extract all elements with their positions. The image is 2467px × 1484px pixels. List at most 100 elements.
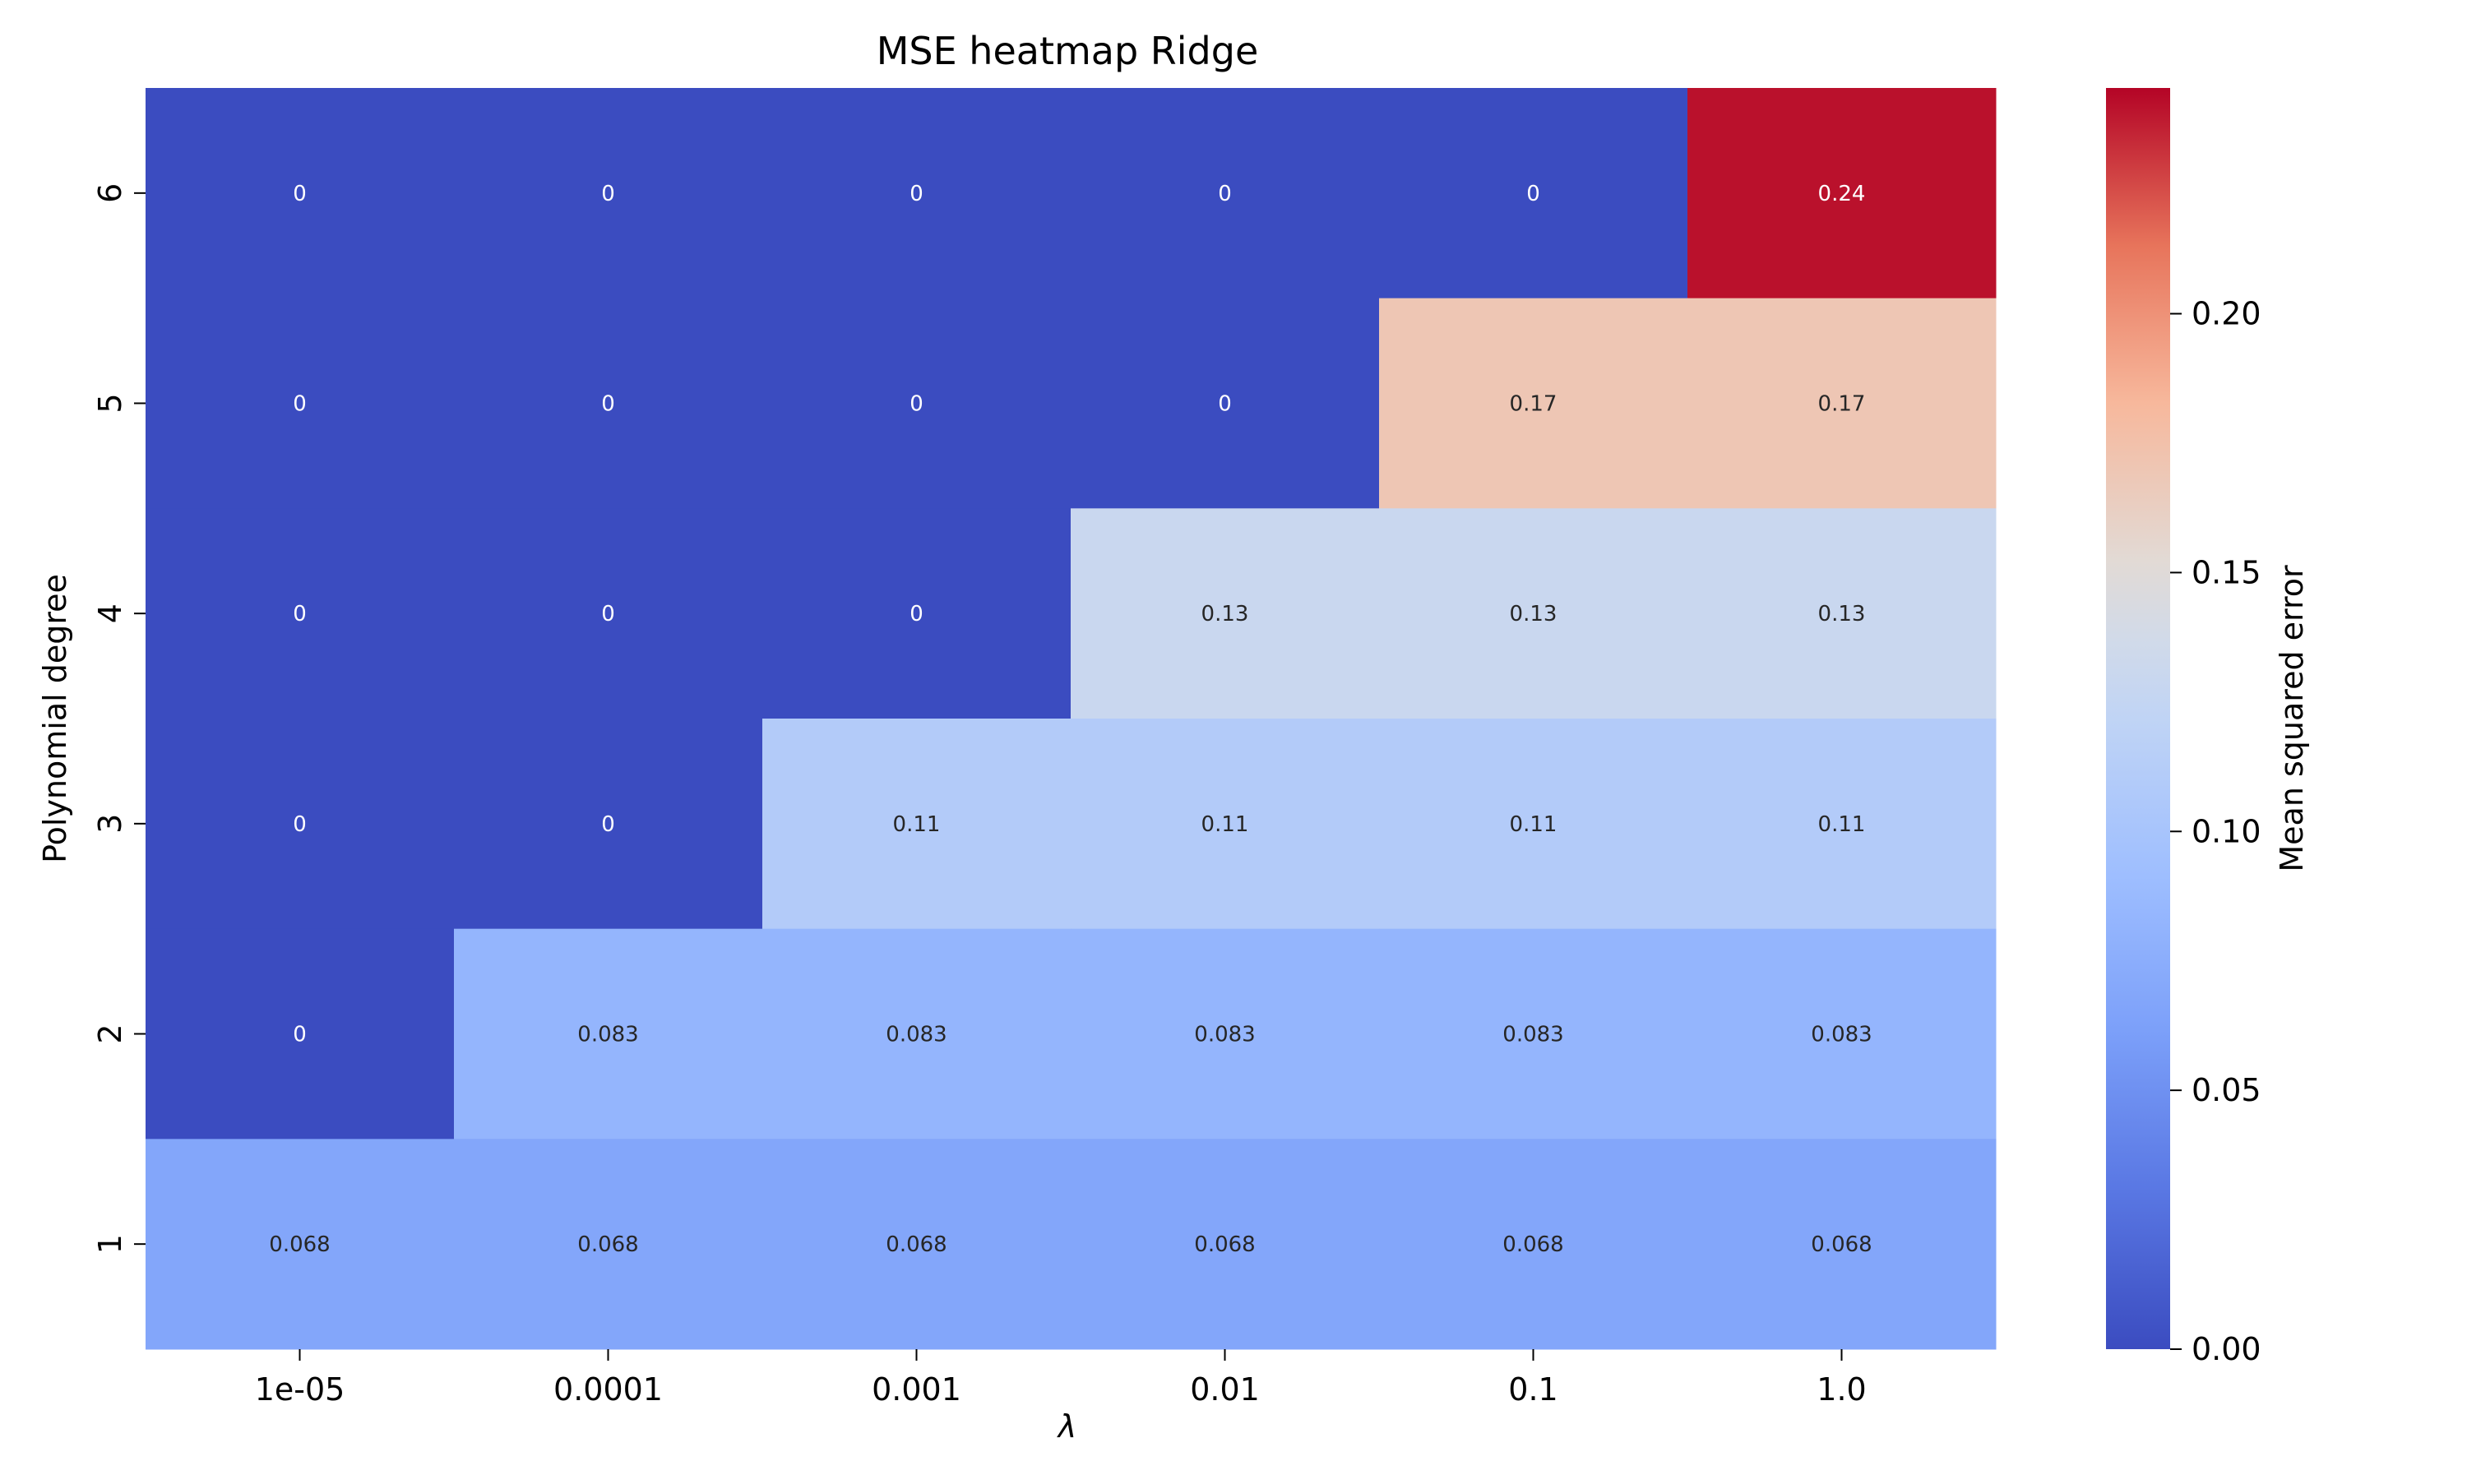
heatmap-cell-r3-c2 [762,719,1072,930]
cell-label-r0-c0: 0 [293,182,307,206]
colorbar-label: Mean squared error [2274,565,2310,872]
heatmap-cell-r0-c0 [146,88,455,299]
cell-label-r4-c1: 0.083 [577,1023,638,1047]
heatmap-cell-r2-c1 [454,508,763,719]
cell-label-r0-c2: 0 [910,182,923,206]
cell-label-r1-c3: 0 [1218,392,1232,417]
heatmap-cell-r2-c5 [1687,508,1997,719]
x-axis: 1e-05 0.0001 0.001 0.01 0.1 1.0 [255,1349,1867,1408]
heatmap-cell-r4-c4 [1379,928,1688,1140]
x-tick-label-1: 0.0001 [553,1371,663,1408]
heatmap-cell-r5-c2 [762,1139,1072,1350]
cell-label-r1-c1: 0 [601,392,615,417]
x-tick-label-4: 0.1 [1508,1371,1557,1408]
x-tick-label-2: 0.001 [872,1371,961,1408]
cell-label-r0-c5: 0.24 [1818,182,1866,206]
y-tick-label-4: 2 [92,1024,128,1043]
heatmap-cell-r5-c1 [454,1139,763,1350]
y-tick-label-5: 1 [92,1234,128,1254]
chart-title: MSE heatmap Ridge [877,29,1259,73]
heatmap-cell-labels: 0 0 0 0 0 0.24 0 0 0 0 0.17 0.17 0 0 0 0.13 0.13 0.13 0 0 0.… [269,182,1872,1257]
x-tick-label-0: 1e-05 [255,1371,345,1408]
heatmap-cell-r4-c0 [146,928,455,1140]
cell-label-r2-c2: 0 [910,602,923,626]
y-tick-label-1: 5 [92,393,128,413]
heatmap-cell-r1-c1 [454,298,763,509]
x-axis-label: λ [1057,1408,1077,1445]
cell-label-r3-c2: 0.11 [893,812,941,837]
x-tick-label-3: 0.01 [1190,1371,1260,1408]
colorbar-tick-label-1: 0.05 [2192,1072,2261,1108]
heatmap-cell-r2-c3 [1071,508,1380,719]
cell-label-r1-c0: 0 [293,392,307,417]
x-tick-label-5: 1.0 [1817,1371,1866,1408]
heatmap-cell-r5-c0 [146,1139,455,1350]
cell-label-r0-c4: 0 [1526,182,1540,206]
y-axis: 6 5 4 3 2 1 [92,183,146,1254]
y-axis-label: Polynomial degree [37,574,73,863]
colorbar: 0.00 0.05 0.10 0.15 0.20 [2106,88,2261,1367]
heatmap-cell-r3-c4 [1379,719,1688,930]
heatmap-cell-r1-c4 [1379,298,1688,509]
heatmap-cell-r0-c1 [454,88,763,299]
cell-label-r2-c1: 0 [601,602,615,626]
heatmap-cell-r0-c4 [1379,88,1688,299]
cell-label-r3-c1: 0 [601,812,615,837]
cell-label-r5-c2: 0.068 [886,1232,947,1257]
heatmap-cell-r1-c3 [1071,298,1380,509]
colorbar-tick-label-3: 0.15 [2192,554,2261,590]
heatmap-cell-r5-c5 [1687,1139,1997,1350]
heatmap-cell-r0-c2 [762,88,1072,299]
cell-label-r3-c5: 0.11 [1818,812,1866,837]
cell-label-r4-c2: 0.083 [886,1023,947,1047]
cell-label-r5-c3: 0.068 [1194,1232,1255,1257]
heatmap-cell-r3-c5 [1687,719,1997,930]
cell-label-r1-c2: 0 [910,392,923,417]
cell-label-r4-c3: 0.083 [1194,1023,1255,1047]
cell-label-r1-c4: 0.17 [1510,392,1557,417]
colorbar-tick-label-0: 0.00 [2192,1331,2261,1367]
cell-label-r3-c4: 0.11 [1510,812,1557,837]
heatmap-cell-r4-c3 [1071,928,1380,1140]
colorbar-gradient [2106,88,2170,1349]
cell-label-r4-c5: 0.083 [1811,1023,1872,1047]
cell-label-r3-c3: 0.11 [1201,812,1249,837]
cell-label-r5-c1: 0.068 [577,1232,638,1257]
heatmap-cell-r4-c5 [1687,928,1997,1140]
heatmap-cell-r3-c1 [454,719,763,930]
y-tick-label-0: 6 [92,183,128,203]
heatmap-cell-r2-c2 [762,508,1072,719]
heatmap-cell-r1-c5 [1687,298,1997,509]
heatmap-cell-r1-c0 [146,298,455,509]
heatmap-cell-r3-c3 [1071,719,1380,930]
heatmap-cell-r4-c2 [762,928,1072,1140]
cell-label-r5-c0: 0.068 [269,1232,330,1257]
heatmap-cell-r5-c4 [1379,1139,1688,1350]
y-tick-label-3: 3 [92,814,128,834]
cell-label-r1-c5: 0.17 [1818,392,1866,417]
heatmap-cell-r1-c2 [762,298,1072,509]
heatmap-cell-r3-c0 [146,719,455,930]
heatmap-cell-r0-c3 [1071,88,1380,299]
cell-label-r4-c0: 0 [293,1023,307,1047]
y-tick-label-2: 4 [92,603,128,623]
heatmap-cell-r2-c0 [146,508,455,719]
heatmap-cell-r4-c1 [454,928,763,1140]
cell-label-r0-c3: 0 [1218,182,1232,206]
cell-label-r5-c4: 0.068 [1502,1232,1563,1257]
heatmap-cell-r5-c3 [1071,1139,1380,1350]
cell-label-r4-c4: 0.083 [1502,1023,1563,1047]
cell-label-r2-c4: 0.13 [1510,602,1557,626]
heatmap-cell-r0-c5 [1687,88,1997,299]
cell-label-r5-c5: 0.068 [1811,1232,1872,1257]
cell-label-r2-c0: 0 [293,602,307,626]
cell-label-r2-c3: 0.13 [1201,602,1249,626]
heatmap-cells [146,88,1997,1350]
cell-label-r2-c5: 0.13 [1818,602,1866,626]
heatmap-cell-r2-c4 [1379,508,1688,719]
colorbar-tick-label-4: 0.20 [2192,296,2261,332]
colorbar-tick-label-2: 0.10 [2192,813,2261,849]
cell-label-r0-c1: 0 [601,182,615,206]
